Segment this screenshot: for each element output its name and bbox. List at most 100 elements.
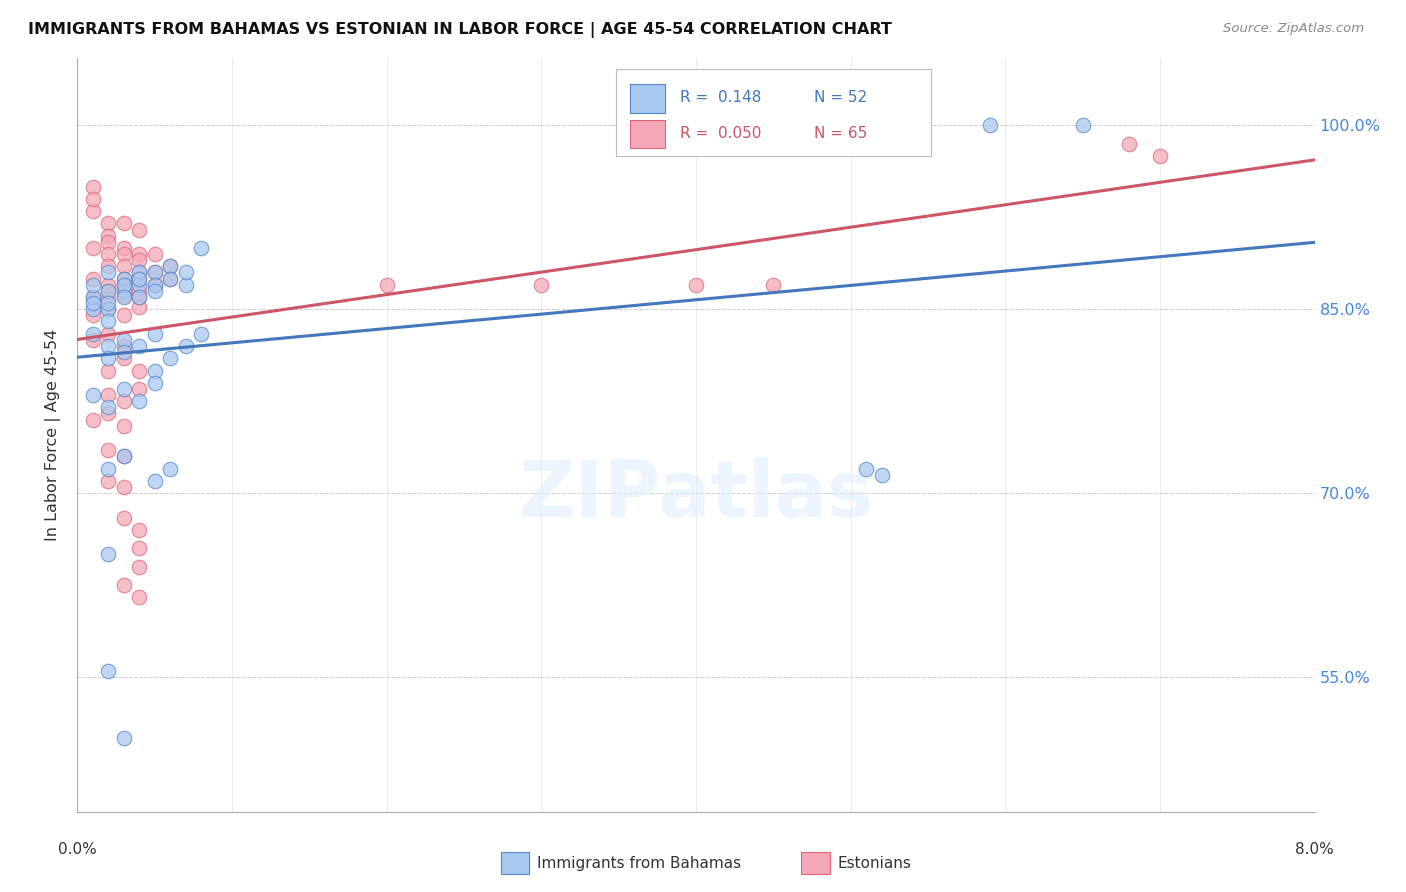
Point [159,271,181,285]
Point [174,277,197,292]
Point [112,271,135,285]
Point [97,296,120,310]
Point [128,394,150,409]
Point [112,450,135,464]
Point [97,351,120,366]
Point [112,339,135,353]
Text: Source: ZipAtlas.com: Source: ZipAtlas.com [1223,22,1364,36]
Point [112,216,135,230]
Point [82,241,104,255]
Point [82,333,104,347]
Text: 8.0%: 8.0% [1295,842,1334,857]
Point [143,265,166,279]
Point [143,277,166,292]
Point [82,388,104,402]
Point [112,480,135,494]
Point [143,277,166,292]
Point [97,302,120,317]
Point [174,339,197,353]
Point [97,401,120,415]
Point [112,277,135,292]
FancyBboxPatch shape [501,852,529,874]
Point [112,578,135,592]
Point [97,474,120,488]
Point [143,326,166,341]
Point [128,382,150,396]
Point [97,664,120,678]
Point [82,277,104,292]
Point [82,204,104,219]
Point [1149,149,1171,163]
Point [128,290,150,304]
Point [97,265,120,279]
Point [112,345,135,359]
FancyBboxPatch shape [630,85,665,113]
Point [97,284,120,298]
Point [159,260,181,274]
Point [97,216,120,230]
Point [112,287,135,301]
Point [112,241,135,255]
Point [97,247,120,261]
Point [143,284,166,298]
Point [97,228,120,243]
Point [128,523,150,537]
Point [112,290,135,304]
Text: ZIPatlas: ZIPatlas [519,457,873,533]
Point [143,376,166,390]
Point [112,271,135,285]
Text: N = 65: N = 65 [814,126,866,141]
Text: Immigrants from Bahamas: Immigrants from Bahamas [537,855,741,871]
Point [112,333,135,347]
Point [143,265,166,279]
Y-axis label: In Labor Force | Age 45-54: In Labor Force | Age 45-54 [45,329,62,541]
Text: N = 52: N = 52 [814,90,866,105]
Point [97,260,120,274]
Point [762,277,785,292]
Point [128,277,150,292]
Point [112,351,135,366]
Point [1118,136,1140,151]
Point [82,326,104,341]
Point [112,277,135,292]
Point [82,309,104,323]
Text: Estonians: Estonians [838,855,912,871]
Point [97,547,120,561]
Point [112,510,135,524]
Point [1071,119,1094,133]
Point [112,450,135,464]
Point [128,284,150,298]
Point [128,222,150,236]
Point [112,394,135,409]
Point [685,277,707,292]
Point [159,260,181,274]
Point [128,271,150,285]
Point [82,412,104,426]
Point [190,241,212,255]
Point [128,271,150,285]
Text: IMMIGRANTS FROM BAHAMAS VS ESTONIAN IN LABOR FORCE | AGE 45-54 CORRELATION CHART: IMMIGRANTS FROM BAHAMAS VS ESTONIAN IN L… [28,22,891,38]
Point [97,277,120,292]
Text: R =  0.050: R = 0.050 [681,126,761,141]
Point [82,296,104,310]
Point [112,247,135,261]
Point [174,265,197,279]
Text: R =  0.148: R = 0.148 [681,90,761,105]
Point [979,119,1001,133]
Point [97,293,120,307]
Point [82,290,104,304]
Point [82,179,104,194]
Point [855,461,877,475]
Text: 0.0%: 0.0% [58,842,97,857]
Point [82,271,104,285]
Point [97,302,120,317]
Point [128,265,150,279]
Point [97,235,120,249]
Point [97,363,120,377]
Point [530,277,553,292]
Point [143,363,166,377]
Point [97,314,120,328]
Point [128,253,150,268]
Point [159,271,181,285]
Point [128,591,150,605]
